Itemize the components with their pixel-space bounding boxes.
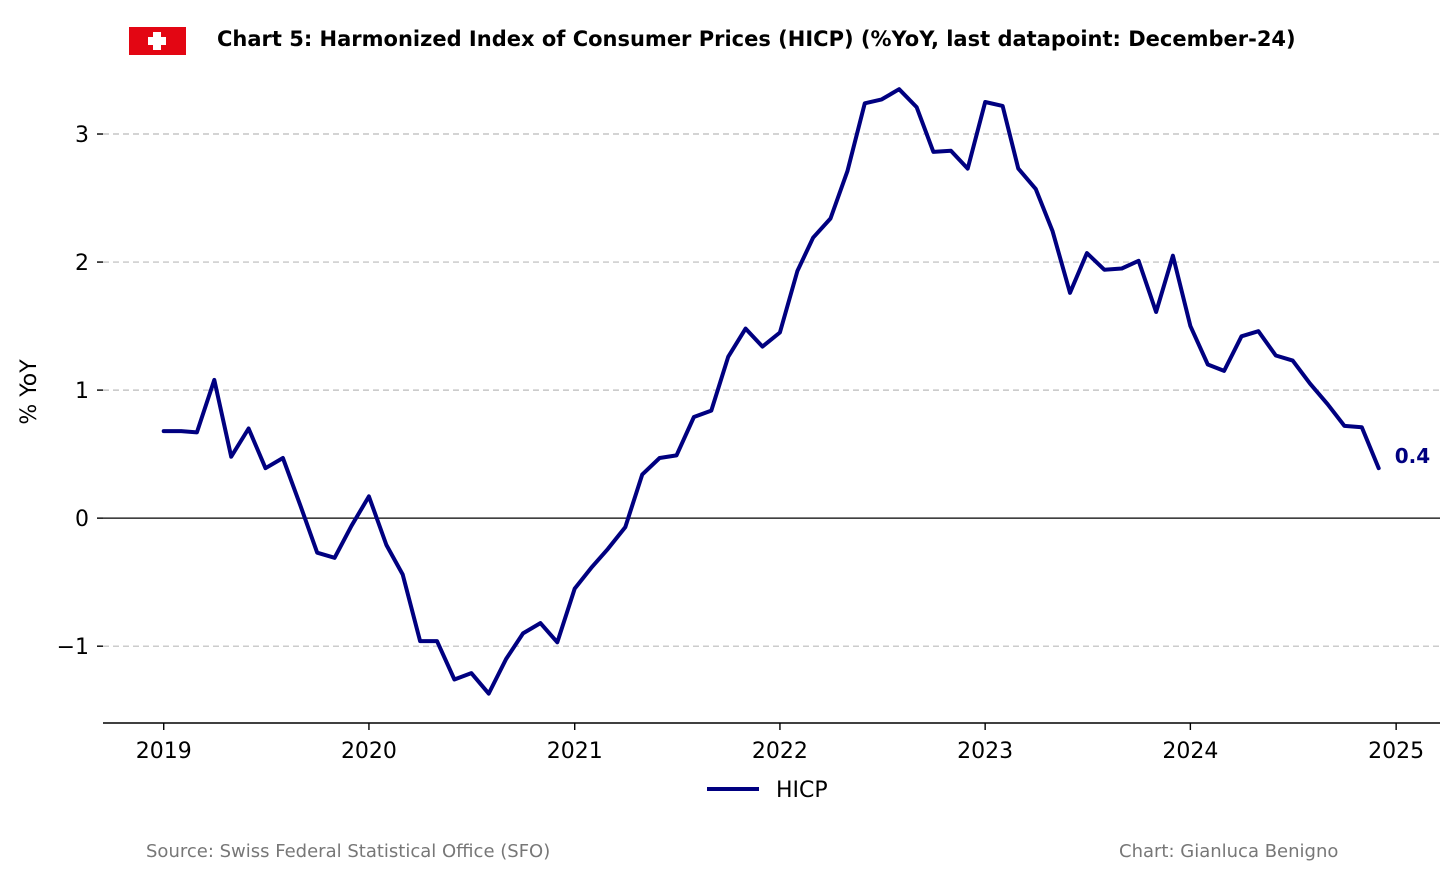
axes: [97, 133, 1440, 730]
chart-title: Chart 5: Harmonized Index of Consumer Pr…: [217, 27, 1296, 51]
y-tick-labels: −1 0 1 2 3: [57, 123, 89, 660]
x-tick-label-1: 2020: [341, 739, 397, 764]
x-tick-labels: 2019 2020 2021 2022 2023 2024 2025: [136, 739, 1424, 764]
x-tick-label-0: 2019: [136, 739, 192, 764]
y-tick-label-1: 0: [75, 507, 89, 532]
y-tick-label-3: 2: [75, 251, 89, 276]
last-value-label: 0.4: [1395, 444, 1430, 468]
x-tick-label-2: 2021: [547, 739, 603, 764]
x-tick-label-6: 2025: [1368, 739, 1424, 764]
y-axis-label: % YoY: [17, 359, 42, 425]
y-tick-label-2: 1: [75, 379, 89, 404]
series-line-hicp: [161, 87, 1381, 696]
chart-credit: Chart: Gianluca Benigno: [1119, 841, 1338, 862]
y-tick-label-4: 3: [75, 123, 89, 148]
x-tick-label-5: 2024: [1162, 739, 1218, 764]
legend: HICP: [707, 778, 828, 803]
swiss-flag-icon: [129, 27, 186, 55]
source-note: Source: Swiss Federal Statistical Office…: [146, 841, 550, 862]
y-tick-label-0: −1: [57, 635, 89, 660]
grid-lines: [103, 133, 1440, 647]
x-tick-label-4: 2023: [957, 739, 1013, 764]
legend-label-hicp: HICP: [776, 778, 828, 803]
series-layer: [161, 87, 1381, 696]
x-tick-label-3: 2022: [752, 739, 808, 764]
